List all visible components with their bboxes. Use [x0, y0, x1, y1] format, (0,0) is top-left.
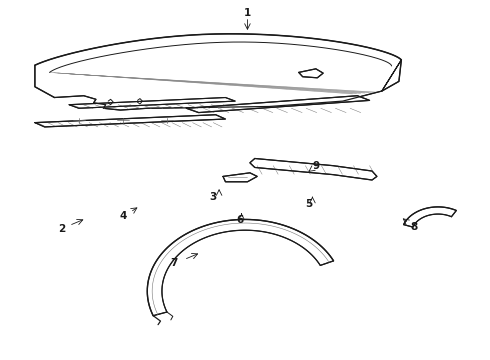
- Text: 6: 6: [237, 215, 244, 225]
- Polygon shape: [147, 220, 334, 316]
- Text: 1: 1: [244, 8, 251, 18]
- Polygon shape: [299, 69, 323, 78]
- Polygon shape: [35, 34, 401, 110]
- Text: 3: 3: [210, 192, 217, 202]
- Text: 9: 9: [312, 161, 319, 171]
- Polygon shape: [250, 158, 377, 180]
- Text: 7: 7: [171, 258, 178, 268]
- Polygon shape: [69, 98, 235, 108]
- Polygon shape: [186, 96, 369, 113]
- Text: 8: 8: [410, 222, 417, 232]
- Polygon shape: [404, 207, 456, 227]
- Text: 2: 2: [58, 224, 65, 234]
- Text: 5: 5: [305, 199, 312, 210]
- Text: 4: 4: [119, 211, 126, 221]
- Polygon shape: [223, 173, 257, 182]
- Polygon shape: [35, 115, 225, 127]
